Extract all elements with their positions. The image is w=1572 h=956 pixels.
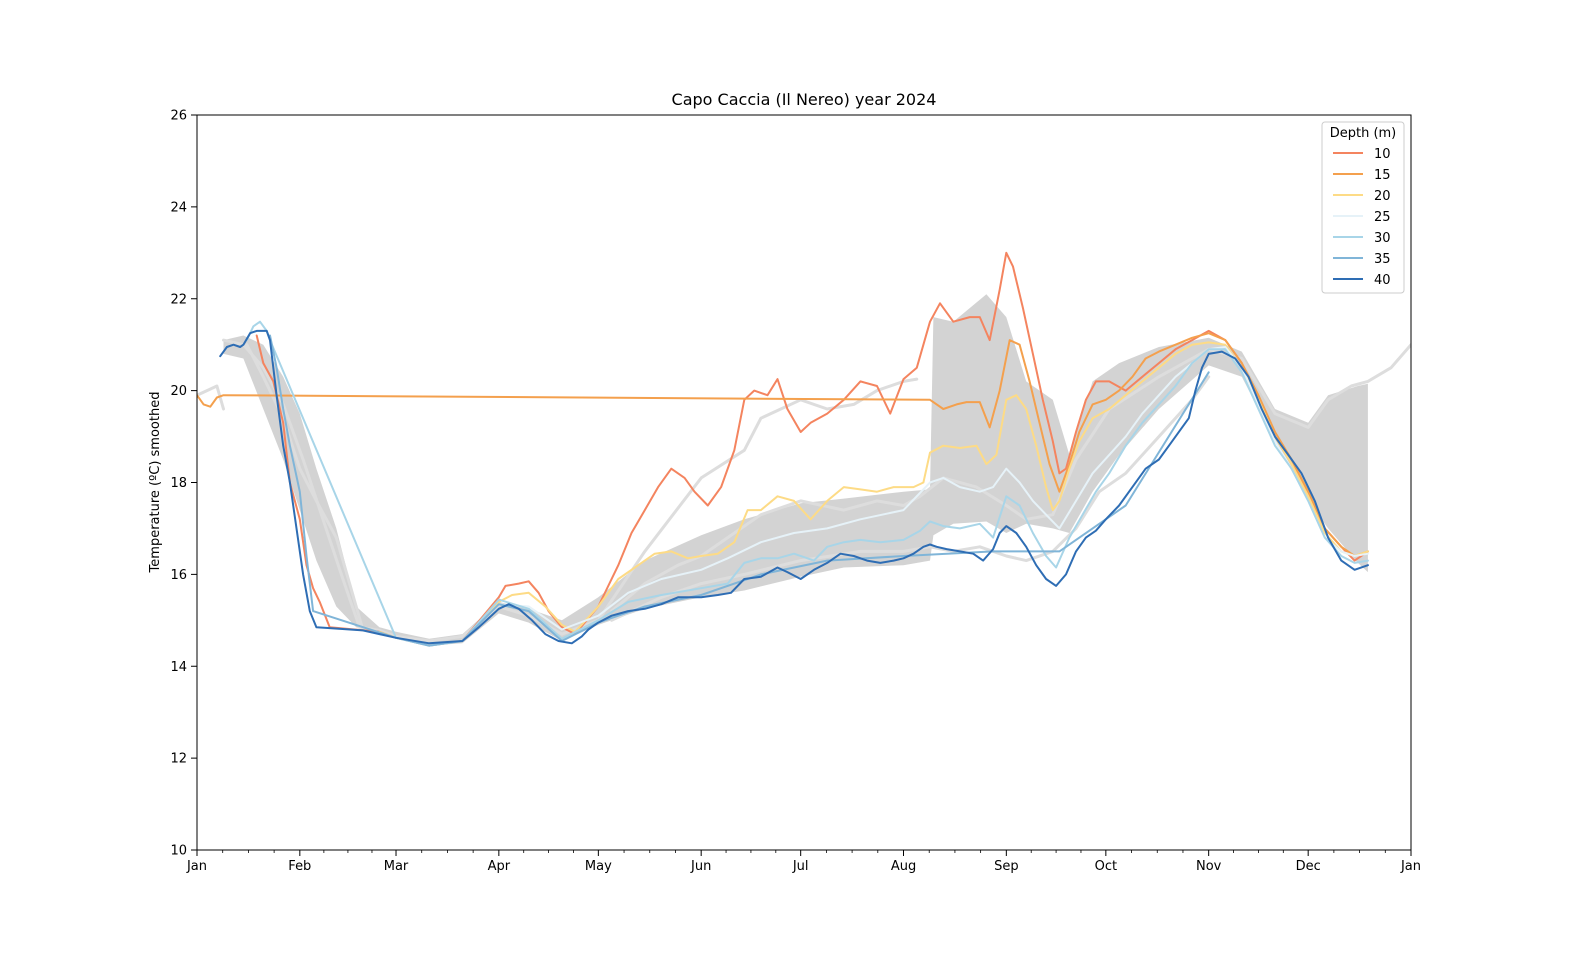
x-tick-label: Jan	[1400, 859, 1421, 874]
series-line-35m	[269, 334, 1210, 647]
x-tick-label: Jun	[690, 859, 711, 874]
y-tick-label: 26	[170, 109, 187, 124]
x-tick-label: Dec	[1296, 859, 1321, 874]
series-line-30m	[245, 320, 1369, 647]
legend-box	[1321, 121, 1405, 294]
x-axis: Jan Feb Mar Apr May Jun Jul Aug Sep Oct Nov Dec Jan	[186, 850, 1421, 874]
y-tick-label: 10	[170, 844, 187, 859]
y-tick-label: 16	[170, 568, 187, 583]
legend-label-20: 20	[1374, 189, 1391, 204]
legend-title: Depth (m)	[1330, 126, 1397, 141]
plot-area	[197, 251, 1411, 647]
y-axis-label: Temperature (ºC) smoothed	[148, 392, 163, 574]
x-tick-label: Aug	[891, 859, 916, 874]
series-line-40m	[219, 329, 1369, 645]
x-tick-label: Oct	[1095, 859, 1117, 874]
chart-title: Capo Caccia (Il Nereo) year 2024	[672, 90, 937, 109]
legend-label-15: 15	[1374, 168, 1391, 183]
x-tick-label: May	[585, 859, 612, 874]
y-tick-label: 14	[170, 660, 187, 675]
legend-label-10: 10	[1374, 147, 1391, 162]
legend-label-40: 40	[1374, 273, 1391, 288]
y-tick-label: 18	[170, 476, 187, 491]
x-tick-label: Apr	[488, 859, 511, 874]
series-line-20m	[378, 341, 1369, 647]
legend: Depth (m) 10 15 20 25 30 35 40	[1321, 121, 1405, 294]
historical-line-5	[610, 375, 1211, 622]
x-tick-label: Mar	[384, 859, 409, 874]
x-tick-label: Jul	[792, 859, 809, 874]
legend-label-25: 25	[1374, 210, 1391, 225]
historical-line-4	[610, 343, 1411, 613]
legend-label-35: 35	[1374, 252, 1391, 267]
y-tick-label: 12	[170, 752, 187, 767]
legend-label-30: 30	[1374, 231, 1391, 246]
y-tick-label: 20	[170, 384, 187, 399]
series-line-25m	[395, 346, 1369, 647]
x-tick-label: Jan	[186, 859, 207, 874]
historical-line-2	[222, 338, 919, 643]
x-tick-label: Sep	[994, 859, 1019, 874]
x-tick-label: Feb	[288, 859, 311, 874]
y-tick-label: 24	[170, 200, 187, 215]
series-line-15m	[197, 332, 1369, 557]
legend-items: 10 15 20 25 30 35 40	[1333, 147, 1391, 288]
historical-line-1	[197, 384, 225, 411]
y-axis: 10 12 14 16 18 20 22 24 26	[170, 109, 197, 859]
x-tick-label: Nov	[1196, 859, 1222, 874]
y-tick-label: 22	[170, 292, 187, 307]
historical-line-3	[245, 343, 365, 631]
